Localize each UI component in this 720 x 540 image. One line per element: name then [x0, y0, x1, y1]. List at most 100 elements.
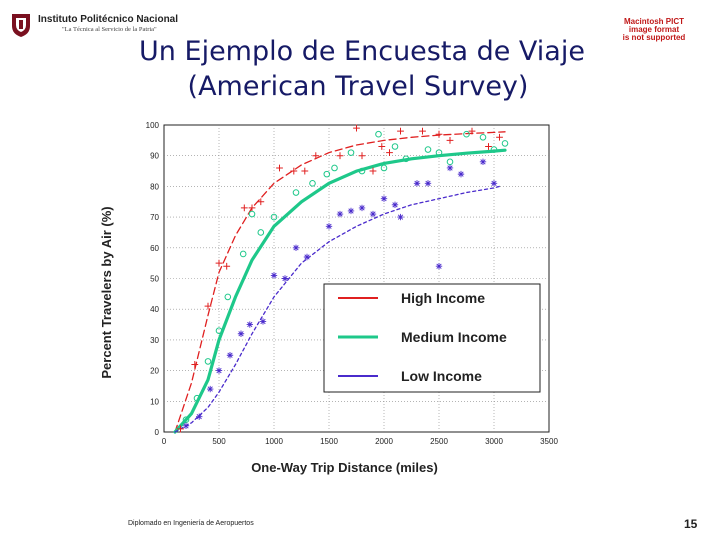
- low-income-point: [413, 180, 421, 187]
- page-number: 15: [684, 517, 698, 531]
- high-income-point: [204, 302, 212, 310]
- shield-icon: [12, 14, 30, 37]
- low-income-point: [369, 210, 377, 218]
- medium-income-point: [204, 358, 212, 365]
- high-income-point: [386, 149, 393, 157]
- stamp-line-2: image format: [628, 25, 680, 34]
- air-travel-chart: 0 500 1000 1500 2000 2500 3000 3500 0 10 20 30 40 50 6…: [99, 121, 558, 475]
- low-income-point: [435, 263, 443, 270]
- x-tick-label: 3000: [485, 437, 503, 446]
- low-income-point: [281, 275, 289, 282]
- low-income-point: [490, 180, 498, 187]
- medium-income-point: [424, 146, 432, 153]
- x-tick-label: 2000: [375, 437, 393, 446]
- low-income-point: [479, 158, 487, 166]
- high-income-point: [191, 361, 199, 368]
- high-income-point: [240, 204, 248, 212]
- medium-income-point: [215, 327, 223, 334]
- low-income-point: [446, 164, 454, 172]
- medium-income-point: [446, 158, 454, 166]
- high-income-point: [496, 133, 503, 141]
- low-income-point: [424, 180, 432, 187]
- y-tick-label: 10: [150, 397, 159, 406]
- medium-income-point: [292, 189, 300, 196]
- institution-logo: Instituto Politécnico Nacional "La Técni…: [10, 12, 178, 38]
- x-tick-label: 0: [162, 437, 167, 446]
- slide-title-line-2: (American Travel Survey): [187, 71, 529, 102]
- high-legend-label: High Income: [401, 290, 485, 306]
- low-income-point: [358, 204, 366, 212]
- high-income-point: [336, 152, 344, 160]
- low-income-point: [207, 385, 214, 393]
- y-tick-label: 20: [150, 367, 159, 376]
- high-income-point: [276, 164, 283, 172]
- medium-income-point: [435, 149, 443, 156]
- medium-income-point: [347, 149, 355, 156]
- high-income-point: [397, 127, 404, 135]
- y-tick-label: 60: [150, 244, 159, 253]
- low-income-point: [215, 367, 223, 374]
- y-tick-label: 50: [150, 275, 159, 284]
- low-income-point: [270, 272, 278, 279]
- high-income-point: [312, 152, 320, 160]
- high-income-fit-line: [174, 131, 506, 433]
- medium-income-point: [257, 229, 265, 236]
- high-income-point: [215, 259, 223, 267]
- high-income-point: [248, 204, 256, 212]
- medium-income-point: [270, 213, 278, 221]
- y-tick-label: 90: [150, 152, 159, 161]
- low-income-point: [226, 352, 234, 359]
- low-income-point: [196, 413, 203, 420]
- x-tick-label: 1500: [320, 437, 338, 446]
- medium-income-point: [380, 164, 388, 172]
- low-income-point: [347, 207, 355, 215]
- institution-motto: "La Técnica al Servicio de la Patria": [62, 26, 157, 33]
- x-tick-label: 500: [212, 437, 226, 446]
- high-income-point: [369, 167, 377, 175]
- high-income-point: [353, 124, 360, 132]
- low-income-point: [325, 223, 333, 230]
- low-income-point: [391, 201, 399, 209]
- medium-income-point: [402, 155, 410, 163]
- medium-income-point: [490, 146, 498, 153]
- high-income-point: [223, 262, 231, 270]
- medium-income-point: [331, 164, 338, 172]
- x-tick-label: 3500: [540, 437, 558, 446]
- medium-income-point: [309, 180, 316, 187]
- high-income-point: [419, 127, 426, 135]
- low-income-point: [303, 253, 311, 261]
- high-income-point: [177, 425, 184, 433]
- low-legend-label: Low Income: [401, 368, 482, 384]
- low-income-point: [380, 195, 388, 202]
- y-tick-label: 0: [155, 428, 160, 437]
- y-tick-label: 100: [146, 121, 160, 130]
- low-income-point: [182, 422, 190, 430]
- institution-name: Instituto Politécnico Nacional: [38, 14, 179, 25]
- medium-income-point: [182, 416, 190, 424]
- medium-income-point: [375, 130, 382, 138]
- low-income-point: [457, 170, 465, 178]
- low-income-point: [259, 318, 267, 325]
- medium-legend-label: Medium Income: [401, 329, 507, 345]
- high-income-point: [358, 152, 366, 160]
- high-income-point: [257, 198, 265, 206]
- stamp-line-1: Macintosh PICT: [623, 17, 684, 26]
- y-tick-label: 30: [150, 336, 159, 345]
- medium-income-point: [323, 170, 331, 178]
- high-income-point: [468, 127, 476, 135]
- slide-title-line-1: Un Ejemplo de Encuesta de Viaje: [139, 36, 585, 67]
- low-income-point: [237, 330, 245, 337]
- medium-income-point: [479, 133, 487, 141]
- medium-income-point: [391, 143, 399, 150]
- medium-income-point: [358, 167, 366, 175]
- y-axis-label: Percent Travelers by Air (%): [99, 206, 114, 378]
- x-axis-label: One-Way Trip Distance (miles): [251, 460, 438, 475]
- stamp-line-3: is not supported: [622, 33, 686, 42]
- high-income-point: [301, 167, 309, 175]
- y-tick-label: 40: [150, 305, 159, 314]
- low-income-point: [246, 321, 253, 328]
- high-income-point: [378, 143, 386, 150]
- unsupported-image-placeholder: Macintosh PICT image format is not suppo…: [606, 18, 702, 48]
- y-tick-label: 70: [150, 213, 159, 222]
- x-tick-label: 1000: [265, 437, 283, 446]
